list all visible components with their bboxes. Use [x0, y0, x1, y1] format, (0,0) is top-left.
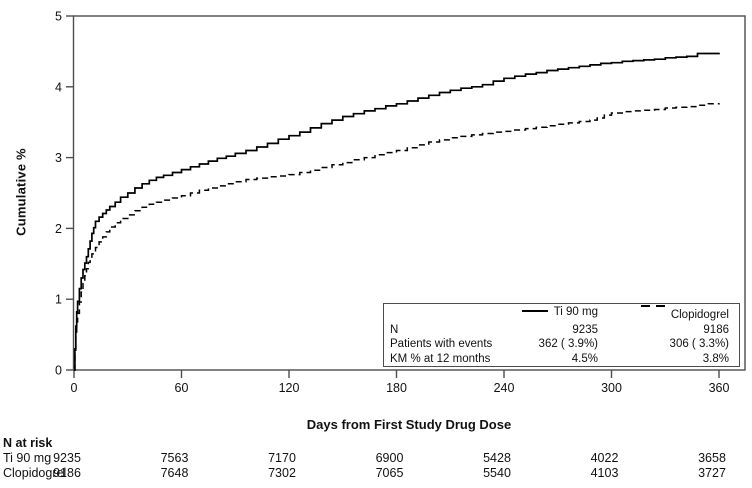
n-at-risk-label-clopidogrel: Clopidogrel: [3, 466, 67, 480]
n-at-risk-value: 7170: [268, 451, 296, 465]
legend-row-km-ti90: 4.5%: [571, 352, 598, 365]
legend-row-km: KM % at 12 months 4.5% 3.8%: [390, 352, 729, 367]
y-axis-title: Cumulative %: [13, 148, 29, 236]
n-at-risk-value: 4103: [590, 466, 619, 480]
n-at-risk-value: 9235: [53, 451, 81, 465]
y-tick-label: 3: [55, 151, 62, 165]
legend-series-clopidogrel-label: Clopidogrel: [670, 309, 729, 321]
n-at-risk-value: 7563: [160, 451, 189, 465]
legend-header-row: Ti 90 mg Clopidogrel: [390, 305, 729, 323]
legend-row-n-clopidogrel: 9186: [703, 323, 729, 336]
n-at-risk-label-ti90: Ti 90 mg: [3, 451, 52, 465]
legend-row-n-label: N: [390, 323, 399, 336]
n-at-risk-title: N at risk: [3, 436, 53, 450]
y-tick-label: 4: [55, 80, 62, 94]
legend-row-n: N 9235 9186: [390, 323, 729, 338]
n-at-risk-value: 3727: [698, 466, 726, 480]
legend-row-km-clopidogrel: 3.8%: [702, 352, 729, 365]
n-at-risk-value: 5540: [483, 466, 511, 480]
x-tick-label: 120: [279, 381, 300, 395]
legend-row-events-ti90: 362 ( 3.9%): [538, 338, 598, 351]
y-tick-label: 0: [55, 364, 62, 378]
n-at-risk-value: 5428: [483, 451, 511, 465]
y-tick-label: 5: [55, 10, 62, 24]
legend-row-km-label: KM % at 12 months: [390, 352, 491, 365]
x-tick-label: 360: [709, 381, 730, 395]
n-at-risk-value: 3658: [698, 451, 726, 465]
solid-line-sample-icon: [521, 310, 548, 312]
dashed-line-sample-icon: [640, 305, 665, 320]
legend-row-n-ti90: 9235: [572, 323, 598, 336]
n-at-risk-value: 7648: [160, 466, 189, 480]
x-tick-label: 60: [175, 381, 189, 395]
x-tick-label: 0: [71, 381, 78, 395]
x-tick-label: 300: [601, 381, 622, 395]
x-tick-label: 240: [494, 381, 515, 395]
plot-frame: [72, 15, 746, 371]
y-tick-label: 2: [55, 222, 62, 236]
n-at-risk-value: 7065: [375, 466, 404, 480]
x-tick-label: 180: [386, 381, 407, 395]
legend-box: Ti 90 mg Clopidogrel N 9235 9186 Patient…: [383, 303, 740, 367]
km-curve-clopidogrel: [74, 103, 720, 371]
legend-row-events: Patients with events 362 ( 3.9%) 306 ( 3…: [390, 337, 729, 352]
legend-series-ti90-label: Ti 90 mg: [553, 306, 598, 318]
x-axis-title: Days from First Study Drug Dose: [306, 417, 512, 432]
legend-series-ti90: Ti 90 mg: [521, 305, 598, 323]
legend-row-events-label: Patients with events: [390, 338, 493, 351]
legend-series-clopidogrel: Clopidogrel: [640, 305, 729, 323]
n-at-risk-value: 7302: [268, 466, 296, 480]
y-tick-label: 1: [55, 293, 62, 307]
legend-row-events-clopidogrel: 306 ( 3.3%): [669, 338, 729, 351]
n-at-risk-value: 9186: [53, 466, 81, 480]
n-at-risk-value: 4022: [590, 451, 619, 465]
legend-header-spacer: [390, 305, 530, 323]
n-at-risk-value: 6900: [375, 451, 404, 465]
km-curve-ti90mg: [74, 52, 720, 371]
